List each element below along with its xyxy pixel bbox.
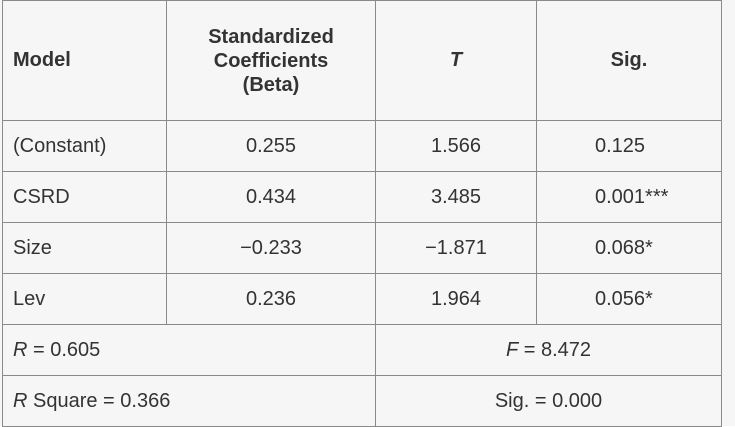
footer-cell: R = 0.605 bbox=[2, 324, 376, 376]
cell: Size bbox=[2, 222, 167, 274]
footer-text: Sig. = 0.000 bbox=[494, 389, 603, 412]
header-line: Coefficients bbox=[213, 49, 329, 72]
cell: 1.566 bbox=[375, 120, 537, 172]
cell: Lev bbox=[2, 273, 167, 325]
header-cell: Standardized Coefficients (Beta) bbox=[166, 0, 376, 121]
footer-text: Square = 0.366 bbox=[27, 389, 171, 412]
data-row: Lev 0.236 1.964 0.056* bbox=[2, 273, 722, 325]
header-cell: Sig. bbox=[536, 0, 722, 121]
footer-italic: R bbox=[13, 338, 28, 361]
header-cell: Model bbox=[2, 0, 167, 121]
footer-italic: F bbox=[505, 338, 519, 361]
header-cell: T bbox=[375, 0, 537, 121]
cell: 0.056* bbox=[536, 273, 722, 325]
cell: 0.255 bbox=[166, 120, 376, 172]
cell: CSRD bbox=[2, 171, 167, 223]
table-body: (Constant) 0.255 1.566 0.125 CSRD 0.434 3.485 0… bbox=[2, 120, 722, 427]
header-row: Model Standardized Coefficients (Beta) T… bbox=[2, 0, 722, 121]
footer-text: = 0.605 bbox=[27, 338, 101, 361]
cell: 0.125 bbox=[536, 120, 722, 172]
cell: −1.871 bbox=[375, 222, 537, 274]
header-line: Standardized bbox=[208, 25, 334, 48]
regression-table: Model Standardized Coefficients (Beta) T… bbox=[2, 0, 722, 427]
footer-italic: R bbox=[13, 389, 28, 412]
footer-text: = 8.472 bbox=[518, 338, 592, 361]
header-text: T bbox=[449, 49, 463, 71]
cell: 3.485 bbox=[375, 171, 537, 223]
header-line: (Beta) bbox=[242, 73, 300, 96]
cell: 0.236 bbox=[166, 273, 376, 325]
footer-row: R = 0.605 F = 8.472 bbox=[2, 324, 722, 376]
data-row: CSRD 0.434 3.485 0.001*** bbox=[2, 171, 722, 223]
cell: (Constant) bbox=[2, 120, 167, 172]
footer-cell: Sig. = 0.000 bbox=[375, 375, 722, 427]
data-row: Size −0.233 −1.871 0.068* bbox=[2, 222, 722, 274]
cell: 0.001*** bbox=[536, 171, 722, 223]
cell: 1.964 bbox=[375, 273, 537, 325]
footer-cell: R Square = 0.366 bbox=[2, 375, 376, 427]
footer-row: R Square = 0.366 Sig. = 0.000 bbox=[2, 375, 722, 427]
footer-cell: F = 8.472 bbox=[375, 324, 722, 376]
cell: 0.434 bbox=[166, 171, 376, 223]
cell: −0.233 bbox=[166, 222, 376, 274]
data-row: (Constant) 0.255 1.566 0.125 bbox=[2, 120, 722, 172]
cell: 0.068* bbox=[536, 222, 722, 274]
